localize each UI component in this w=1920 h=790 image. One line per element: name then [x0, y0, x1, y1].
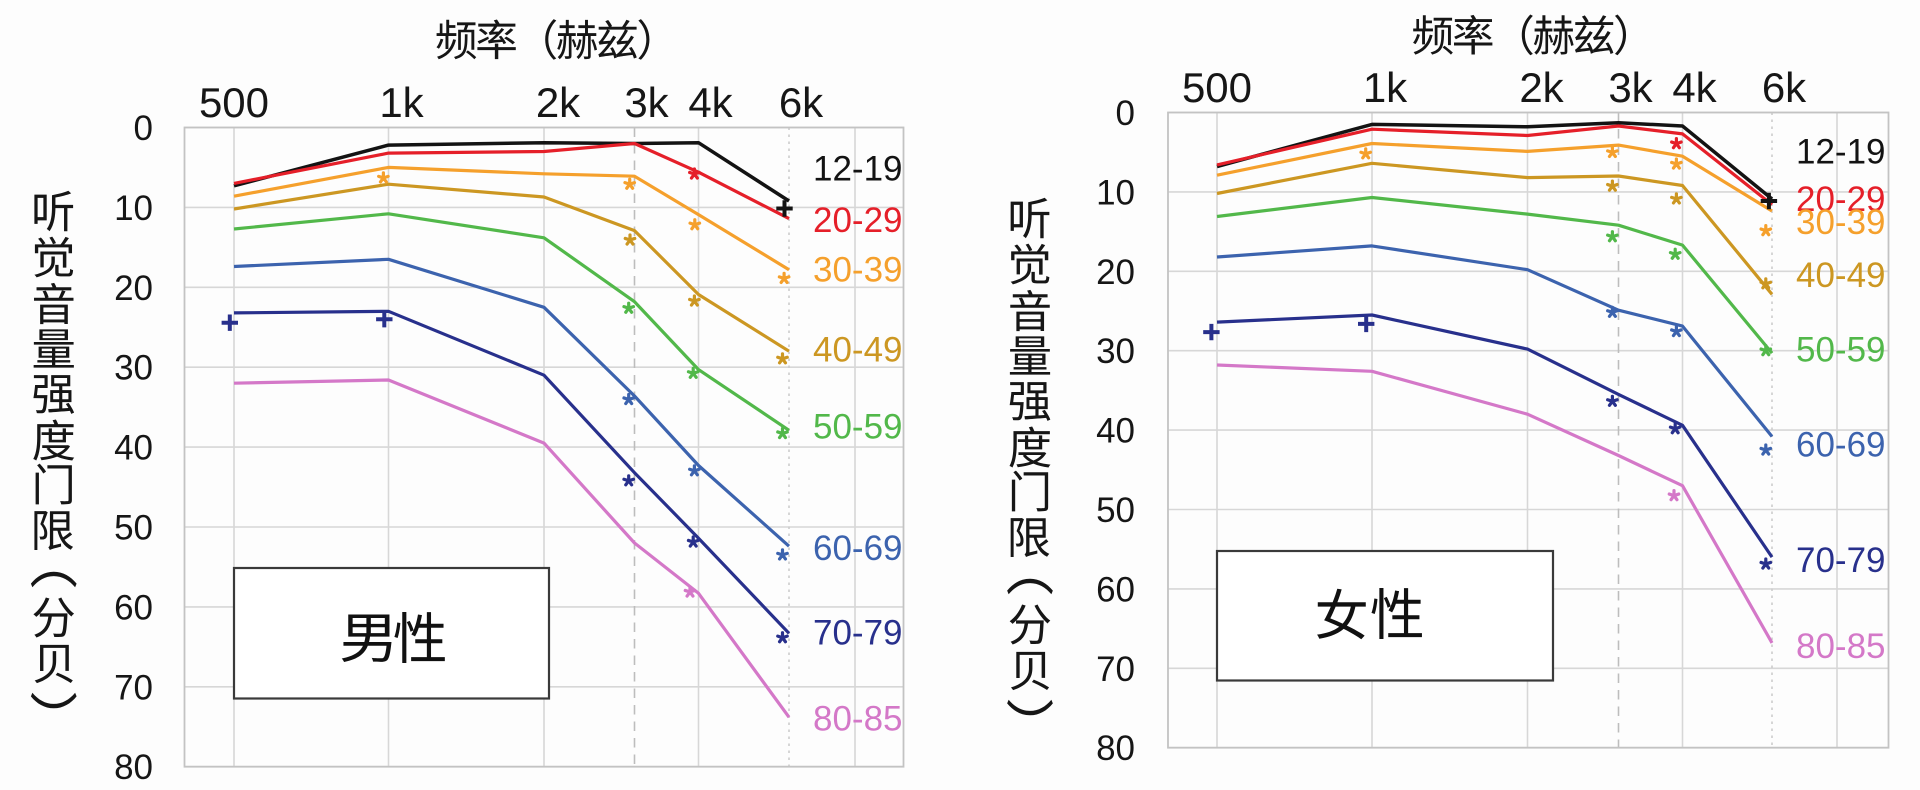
svg-text:70-79: 70-79: [1796, 541, 1886, 580]
svg-text:60: 60: [114, 588, 153, 627]
svg-text:80-85: 80-85: [813, 700, 903, 739]
svg-text:20: 20: [1096, 253, 1135, 292]
svg-text:20-29: 20-29: [813, 201, 903, 240]
svg-text:500: 500: [199, 79, 269, 126]
svg-text:6k: 6k: [1762, 64, 1807, 111]
svg-text:20-29: 20-29: [1796, 180, 1886, 219]
svg-text:60-69: 60-69: [813, 529, 903, 568]
svg-text:70: 70: [1096, 650, 1135, 689]
svg-text:50-59: 50-59: [1796, 331, 1886, 370]
svg-text:40: 40: [1096, 412, 1135, 451]
svg-text:70: 70: [114, 668, 153, 707]
svg-text:30: 30: [114, 349, 153, 388]
svg-text:50-59: 50-59: [813, 408, 903, 447]
svg-text:50: 50: [114, 509, 153, 548]
svg-text:4k: 4k: [688, 79, 733, 126]
svg-text:30-39: 30-39: [813, 251, 903, 290]
svg-text:20: 20: [114, 269, 153, 308]
svg-text:3k: 3k: [1608, 64, 1653, 111]
svg-text:2k: 2k: [1519, 64, 1564, 111]
svg-text:80-85: 80-85: [1796, 627, 1886, 666]
svg-text:30: 30: [1096, 332, 1135, 371]
svg-text:1k: 1k: [1363, 64, 1408, 111]
svg-text:12-19: 12-19: [1796, 132, 1886, 171]
svg-text:60: 60: [1096, 570, 1135, 609]
svg-text:50: 50: [1096, 491, 1135, 530]
svg-text:0: 0: [134, 109, 153, 148]
svg-text:60-69: 60-69: [1796, 426, 1886, 465]
svg-text:4k: 4k: [1672, 64, 1717, 111]
svg-text:80: 80: [114, 748, 153, 787]
svg-text:40-49: 40-49: [1796, 256, 1886, 295]
svg-text:12-19: 12-19: [813, 150, 903, 189]
svg-text:70-79: 70-79: [813, 614, 903, 653]
svg-text:40-49: 40-49: [813, 331, 903, 370]
svg-text:40: 40: [114, 429, 153, 468]
svg-text:10: 10: [1096, 173, 1135, 212]
svg-text:80: 80: [1096, 729, 1135, 768]
svg-text:6k: 6k: [779, 79, 824, 126]
svg-text:1k: 1k: [379, 79, 424, 126]
svg-text:500: 500: [1182, 64, 1252, 111]
svg-text:2k: 2k: [536, 79, 581, 126]
svg-text:10: 10: [114, 189, 153, 228]
svg-text:3k: 3k: [624, 79, 669, 126]
svg-text:0: 0: [1116, 94, 1135, 133]
svg-text:30-39: 30-39: [1796, 203, 1886, 242]
